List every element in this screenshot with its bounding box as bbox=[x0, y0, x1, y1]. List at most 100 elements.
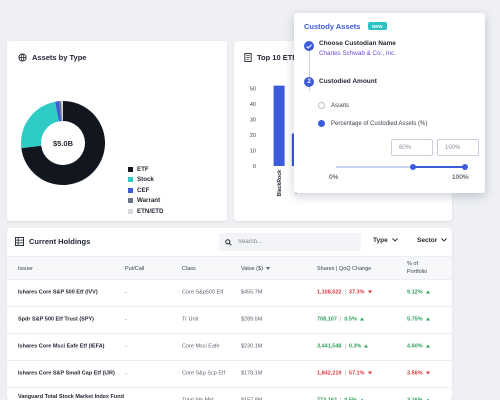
y-tick-label: 50 bbox=[250, 87, 256, 93]
type-filter-dropdown[interactable]: Type bbox=[373, 237, 398, 244]
search-input[interactable] bbox=[238, 239, 348, 245]
legend-label: CEF bbox=[137, 186, 150, 194]
step-connector bbox=[309, 85, 310, 91]
legend-swatch bbox=[128, 187, 133, 193]
portfolio-pct-cell: 3.56% bbox=[407, 371, 430, 378]
shares-value: 1,842,219 bbox=[317, 370, 342, 377]
shares-divider: | bbox=[340, 398, 341, 400]
shares-cell: 1,108,522 | 37.3% bbox=[317, 290, 372, 297]
holdings-title: Current Holdings bbox=[29, 237, 91, 246]
legend-item[interactable]: Stock bbox=[128, 175, 163, 186]
current-holdings-card: Current Holdings Type Sector Issuer Put/… bbox=[7, 228, 452, 400]
legend-label: Stock bbox=[137, 176, 154, 184]
option-assets-label: Assets bbox=[331, 102, 350, 109]
option-assets[interactable]: Assets bbox=[318, 102, 349, 109]
table-row[interactable]: Ishares Core Msci Eafe Etf (IEFA) - Core M… bbox=[7, 334, 452, 361]
donut-slice-etn-etd[interactable] bbox=[61, 101, 63, 122]
column-pct-line1[interactable]: % of bbox=[407, 261, 419, 267]
custody-assets-popover: Custody Assets NEW Choose Custodian Name… bbox=[294, 13, 485, 193]
holdings-header: Current Holdings bbox=[15, 237, 90, 246]
sector-filter-dropdown[interactable]: Sector bbox=[417, 237, 448, 244]
type-filter-label: Type bbox=[373, 237, 388, 244]
step2-number: 2 bbox=[304, 77, 314, 87]
custodian-name-value[interactable]: Charles Schwab & Co., Inc. bbox=[319, 50, 396, 57]
legend-item[interactable]: ETF bbox=[128, 164, 163, 175]
column-issuer[interactable]: Issuer bbox=[18, 266, 33, 272]
assets-by-type-title: Assets by Type bbox=[32, 53, 87, 62]
legend-item[interactable]: CEF bbox=[128, 185, 163, 196]
chevron-down-icon bbox=[441, 237, 448, 244]
document-icon bbox=[243, 53, 252, 62]
table-row[interactable]: Spdr S&P 500 Etf Trust (SPY) - Tr Unit $289… bbox=[7, 307, 452, 334]
putcall-cell: - bbox=[125, 289, 127, 296]
arrow-down-icon bbox=[367, 290, 372, 297]
putcall-cell: - bbox=[125, 370, 127, 377]
step-connector bbox=[309, 51, 310, 91]
shares-cell: 708,107 | 0.5% bbox=[317, 317, 364, 324]
portfolio-pct-value: 3.56% bbox=[407, 370, 423, 377]
radio-percentage[interactable] bbox=[318, 120, 325, 127]
class-cell: Tr Unit bbox=[182, 316, 199, 323]
top-etfs-header: Top 10 ETF's bbox=[243, 53, 303, 62]
putcall-cell: - bbox=[125, 343, 127, 350]
option-percentage[interactable]: Percentage of Custodied Assets (%) bbox=[318, 120, 427, 127]
issuer-cell[interactable]: Ishares Core Msci Eafe Etf (IEFA) bbox=[18, 343, 105, 350]
portfolio-pct-value: 9.12% bbox=[407, 289, 423, 296]
table-row[interactable]: Vanguard Total Stock Market Index Fund (… bbox=[7, 388, 452, 400]
portfolio-pct-cell: 9.12% bbox=[407, 290, 430, 297]
y-tick-label: 30 bbox=[250, 118, 256, 124]
shares-divider: | bbox=[344, 343, 346, 350]
y-tick-label: 0 bbox=[253, 164, 256, 170]
shares-value: 3,441,548 bbox=[317, 343, 342, 350]
assets-by-type-header: Assets by Type bbox=[18, 53, 86, 62]
shares-cell: 3,441,548 | 0.3% bbox=[317, 343, 369, 351]
qoq-change-value: 0.5% bbox=[344, 398, 357, 400]
check-icon bbox=[304, 41, 314, 51]
slider-max-label: 100% bbox=[452, 174, 469, 181]
percentage-slider-track[interactable] bbox=[336, 166, 465, 168]
donut-slice-cef[interactable] bbox=[55, 101, 61, 122]
class-cell: Core S&p500 Etf bbox=[182, 289, 224, 296]
holdings-table-header: Issuer Put/Call Class Value ($) Shares |… bbox=[7, 256, 452, 280]
slider-handle-high[interactable] bbox=[462, 164, 468, 170]
qoq-change-value: 37.3% bbox=[348, 289, 365, 296]
donut-slice-etf[interactable] bbox=[21, 101, 105, 185]
radio-assets[interactable] bbox=[318, 102, 325, 109]
column-value[interactable]: Value ($) bbox=[241, 266, 270, 273]
search-icon bbox=[225, 233, 232, 251]
value-cell: $230.1M bbox=[241, 343, 263, 350]
issuer-cell[interactable]: Vanguard Total Stock Market Index Fund (… bbox=[18, 394, 124, 400]
assets-legend: ETF Stock CEF Warrant ETN/ETD bbox=[128, 164, 163, 217]
donut-slice-warrant[interactable] bbox=[59, 101, 63, 122]
portfolio-pct-cell: 4.60% bbox=[407, 344, 430, 351]
slider-handle-low[interactable] bbox=[410, 164, 417, 170]
column-class[interactable]: Class bbox=[182, 266, 196, 272]
portfolio-pct-value: 3.16% bbox=[407, 398, 423, 400]
class-cell: Core S&p Scp Etf bbox=[182, 370, 226, 377]
shares-divider: | bbox=[344, 370, 346, 377]
portfolio-pct-value: 4.60% bbox=[407, 343, 423, 350]
step1-label: Choose Custodian Name bbox=[319, 40, 396, 47]
column-shares[interactable]: Shares | QoQ Change bbox=[317, 266, 372, 272]
donut-slice-stock[interactable] bbox=[21, 101, 59, 149]
table-row[interactable]: Ishares Core S&P Small Cap Etf (IJR) - Cor… bbox=[7, 361, 452, 388]
shares-divider: | bbox=[344, 289, 346, 296]
bar-blackrock[interactable] bbox=[273, 85, 285, 166]
holdings-search[interactable] bbox=[219, 233, 361, 251]
column-putcall[interactable]: Put/Call bbox=[125, 266, 145, 272]
max-percentage-input[interactable]: 100% bbox=[437, 139, 479, 156]
qoq-change-value: 0.3% bbox=[348, 343, 362, 350]
legend-label: Warrant bbox=[137, 197, 161, 205]
legend-item[interactable]: ETN/ETD bbox=[128, 206, 163, 217]
arrow-up-icon bbox=[359, 317, 364, 324]
min-percentage-input[interactable]: 60% bbox=[391, 139, 433, 156]
qoq-change-value: 57.1% bbox=[348, 370, 365, 377]
issuer-cell[interactable]: Ishares Core S&P Small Cap Etf (IJR) bbox=[18, 370, 115, 377]
legend-item[interactable]: Warrant bbox=[128, 196, 163, 207]
issuer-cell[interactable]: Spdr S&P 500 Etf Trust (SPY) bbox=[18, 316, 95, 323]
table-row[interactable]: Ishares Core S&P 500 Etf (IVV) - Core S&p5… bbox=[7, 280, 452, 307]
y-tick-label: 20 bbox=[250, 133, 256, 139]
column-pct-line2[interactable]: Portfolio bbox=[407, 269, 428, 275]
issuer-cell[interactable]: Ishares Core S&P 500 Etf (IVV) bbox=[18, 289, 98, 296]
putcall-cell: - bbox=[125, 398, 127, 400]
